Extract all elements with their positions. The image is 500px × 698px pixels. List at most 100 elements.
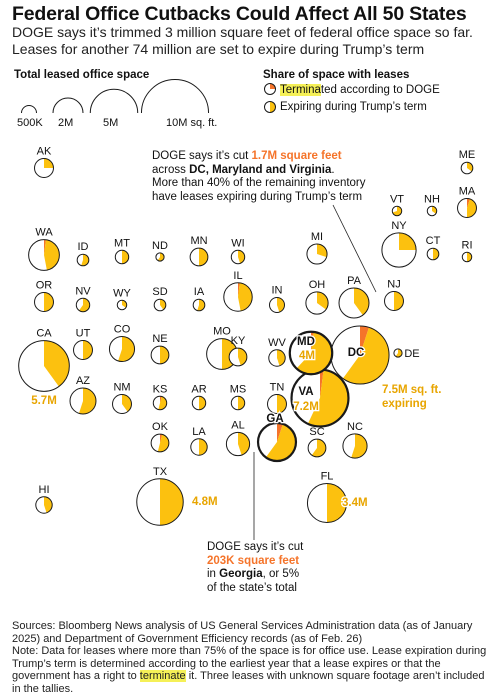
state-ri-pie-outline — [461, 251, 473, 263]
state-label-wv: WV — [268, 337, 286, 349]
state-ga-terminated-slice — [277, 423, 283, 442]
state-ar-expiring-slice — [199, 396, 206, 410]
state-la-expiring-slice — [199, 438, 208, 456]
size-legend-circle-0 — [21, 105, 37, 114]
state-nm-pie-outline — [112, 394, 132, 414]
value-label-va: 7.2M — [293, 401, 319, 413]
size-label-10m: 10M sq. ft. — [166, 117, 218, 129]
state-wv-pie-outline — [268, 349, 286, 367]
state-label-ga: GA — [266, 413, 283, 425]
state-label-tx: TX — [153, 466, 168, 478]
state-ok-expiring-slice — [157, 434, 169, 452]
state-label-mn: MN — [190, 235, 207, 247]
state-il-pie-outline — [223, 282, 253, 312]
state-label-co: CO — [114, 323, 131, 335]
state-sd-pie-outline — [153, 298, 167, 312]
state-label-il: IL — [233, 270, 242, 282]
note-post: it. Three leases with unknown square foo… — [12, 670, 485, 695]
note-highlight: terminate — [139, 670, 186, 683]
state-label-nh: NH — [424, 193, 440, 205]
footnotes: Sources: Bloomberg News analysis of US G… — [12, 620, 496, 696]
state-ks-expiring-slice — [158, 396, 167, 410]
state-label-ri: RI — [462, 239, 473, 251]
note-pre: Note: Data for leases where more than 75… — [12, 645, 487, 683]
state-ne-expiring-slice — [160, 346, 169, 364]
state-nv-expiring-slice — [79, 298, 90, 312]
size-legend-title: Total leased office space — [14, 69, 150, 81]
size-label-2m: 2M — [58, 117, 74, 129]
state-nc-pie-outline — [342, 433, 368, 459]
state-de-pie-outline — [393, 348, 403, 358]
legend-terminated-label: Terminated according to DOGE — [280, 84, 440, 96]
state-ma-terminated-slice — [467, 198, 470, 208]
state-al-expiring-slice — [238, 432, 250, 456]
state-label-mt: MT — [114, 237, 130, 249]
state-label-wa: WA — [35, 227, 53, 239]
callout-dmv-leader — [332, 204, 377, 293]
state-ky-pie-outline — [228, 347, 248, 367]
state-vt-pie-outline — [391, 205, 403, 217]
state-label-nm: NM — [113, 382, 130, 394]
callout-dmv-pre: DOGE says it’s cut — [152, 150, 252, 162]
state-wa-expiring-slice — [44, 239, 60, 271]
callout-ga-line3-post: , or 5% — [262, 568, 300, 580]
state-de-expiring-slice — [395, 348, 403, 358]
state-md-expiring-slice — [296, 331, 333, 375]
state-ks-terminated-slice — [160, 396, 162, 403]
state-md-pie-outline — [288, 330, 334, 376]
state-ut-expiring-slice — [83, 340, 93, 360]
state-mt-expiring-slice — [122, 250, 129, 264]
state-az-expiring-slice — [78, 388, 96, 414]
state-label-me: ME — [459, 149, 476, 161]
state-label-ms: MS — [230, 383, 247, 395]
state-md-terminated-slice — [311, 331, 314, 353]
state-mt-pie-outline — [114, 249, 130, 265]
state-label-ne: NE — [152, 333, 167, 345]
state-label-ar: AR — [191, 383, 206, 395]
state-dc-expiring-slice — [342, 327, 390, 385]
state-or-pie-outline — [34, 292, 54, 312]
state-vt-expiring-slice — [392, 206, 402, 216]
callout-dmv: DOGE says it’s cut 1.7M square feet acro… — [152, 150, 366, 204]
state-nd-pie-outline — [155, 252, 165, 262]
state-wy-pie-outline — [116, 299, 128, 311]
state-label-ct: CT — [426, 235, 441, 247]
state-label-la: LA — [192, 426, 206, 438]
state-label-fl: FL — [321, 470, 334, 482]
state-nm-expiring-slice — [122, 394, 132, 412]
state-label-dc: DC — [348, 347, 365, 359]
state-ma-expiring-slice — [467, 198, 477, 218]
state-sc-expiring-slice — [311, 439, 326, 457]
state-label-sd: SD — [152, 286, 167, 298]
state-ks-pie-outline — [152, 395, 168, 411]
state-ut-pie-outline — [73, 340, 93, 360]
state-co-pie-outline — [108, 335, 136, 363]
state-tx-pie-outline — [136, 478, 184, 526]
state-sc-pie-outline — [307, 438, 327, 458]
state-label-wy: WY — [113, 287, 131, 299]
state-label-nc: NC — [347, 421, 363, 433]
state-co-expiring-slice — [118, 336, 135, 362]
value-label-ca: 5.7M — [31, 395, 57, 407]
state-ga-pie-outline — [256, 421, 298, 463]
value-label-fl: 3.4M — [342, 497, 368, 509]
state-label-sc: SC — [309, 426, 324, 438]
state-me-pie-outline — [460, 161, 474, 175]
state-label-al: AL — [231, 419, 244, 431]
state-ar-pie-outline — [191, 395, 207, 411]
callout-ga-line4: of the state’s total — [207, 581, 297, 594]
value-label-tx: 4.8M — [192, 496, 218, 508]
state-label-ia: IA — [194, 286, 205, 298]
state-tn-pie-outline — [267, 394, 287, 414]
state-ia-pie-outline — [192, 298, 206, 312]
chart-title: Federal Office Cutbacks Could Affect All… — [12, 3, 467, 25]
state-ct-pie-outline — [426, 247, 440, 261]
state-wv-expiring-slice — [277, 349, 286, 366]
state-in-pie-outline — [269, 297, 285, 313]
state-ak-pie-outline — [34, 158, 54, 178]
callout-ga-line3-pre: in — [207, 568, 220, 580]
state-label-oh: OH — [309, 279, 326, 291]
state-wa-pie-outline — [28, 239, 60, 271]
state-az-pie-outline — [69, 387, 97, 415]
state-ne-pie-outline — [150, 345, 170, 365]
